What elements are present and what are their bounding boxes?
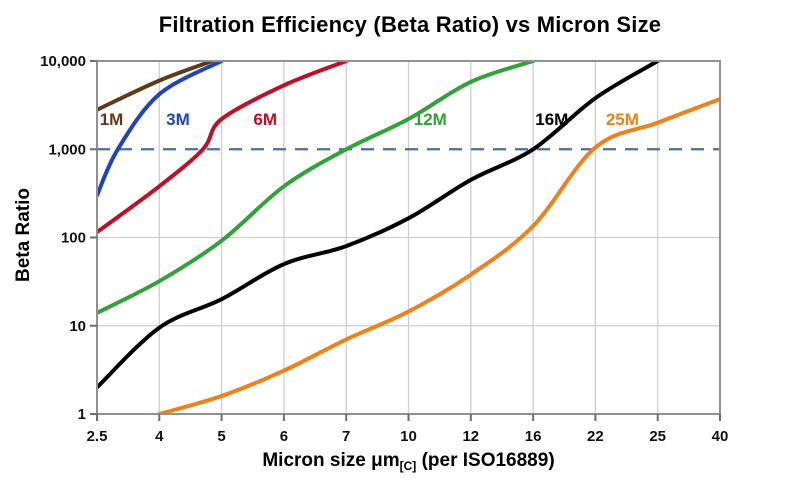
- x-axis-label-main: Micron size μm: [262, 450, 400, 471]
- series-line-3M: [97, 61, 224, 198]
- y-tick-label-1,000: 1,000: [48, 141, 86, 158]
- series-label-1M: 1M: [100, 110, 124, 129]
- x-tick-label-6: 6: [280, 428, 288, 445]
- x-tick-label-10: 10: [400, 428, 417, 445]
- series-group: [97, 61, 720, 414]
- series-line-25M: [157, 97, 720, 414]
- y-tick-label-1: 1: [78, 406, 86, 423]
- x-tick-label-25: 25: [649, 428, 666, 445]
- x-axis-label-rest: (per ISO16889): [416, 450, 555, 471]
- x-tick-label-22: 22: [587, 428, 604, 445]
- x-tick-label-5: 5: [217, 428, 225, 445]
- x-tick-label-16: 16: [525, 428, 542, 445]
- x-axis-label: Micron size μm[C] (per ISO16889): [97, 450, 720, 473]
- x-tick-label-2.5: 2.5: [87, 428, 108, 445]
- y-tick-label-100: 100: [61, 230, 86, 247]
- x-tick-label-7: 7: [342, 428, 350, 445]
- x-tick-label-12: 12: [462, 428, 479, 445]
- x-tick-label-4: 4: [155, 428, 164, 445]
- chart-title: Filtration Efficiency (Beta Ratio) vs Mi…: [158, 12, 662, 37]
- x-axis-label-subscript: [C]: [399, 459, 417, 473]
- y-tick-label-10: 10: [69, 318, 86, 335]
- series-label-3M: 3M: [166, 110, 190, 129]
- series-line-6M: [97, 61, 349, 235]
- series-label-25M: 25M: [606, 110, 639, 129]
- y-axis-label: Beta Ratio: [13, 188, 34, 282]
- series-line-16M: [97, 61, 660, 390]
- series-label-16M: 16M: [535, 110, 568, 129]
- series-label-6M: 6M: [253, 110, 277, 129]
- x-tick-label-40: 40: [712, 428, 729, 445]
- series-line-1M: [97, 61, 215, 112]
- series-line-12M: [97, 61, 536, 315]
- y-tick-label-10,000: 10,000: [40, 53, 86, 70]
- series-label-12M: 12M: [414, 110, 447, 129]
